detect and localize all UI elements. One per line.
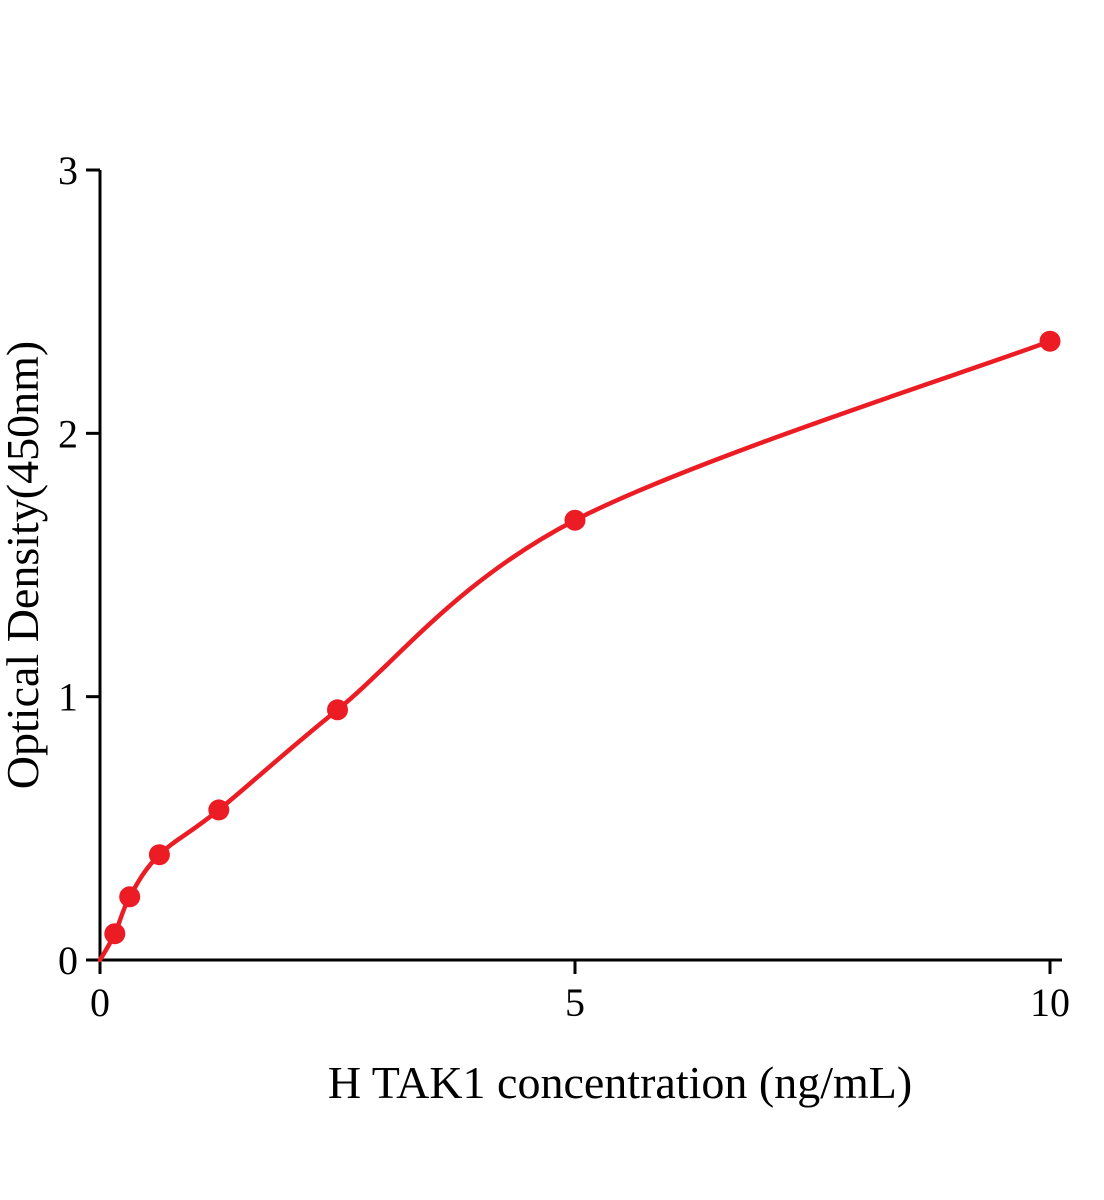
fit-curve: [97, 338, 1053, 963]
y-axis-title: Optical Density(450nm): [0, 341, 48, 789]
plot-area: 0 5 10 0 1 2 3: [58, 148, 1070, 1025]
data-point: [104, 923, 126, 945]
data-point: [148, 844, 170, 866]
x-tick-label: 10: [1030, 980, 1070, 1025]
x-tick-label: 0: [90, 980, 110, 1025]
y-tick-label: 1: [58, 675, 78, 720]
data-point: [1039, 330, 1061, 352]
data-point: [564, 509, 586, 531]
y-tick-label: 3: [58, 148, 78, 193]
x-tick-label: 5: [565, 980, 585, 1025]
x-axis-title: H TAK1 concentration (ng/mL): [328, 1057, 912, 1108]
data-point: [327, 699, 348, 721]
y-tick-label: 0: [58, 938, 78, 983]
y-tick-label: 2: [58, 411, 78, 456]
data-point: [119, 886, 141, 908]
data-point: [208, 799, 230, 821]
